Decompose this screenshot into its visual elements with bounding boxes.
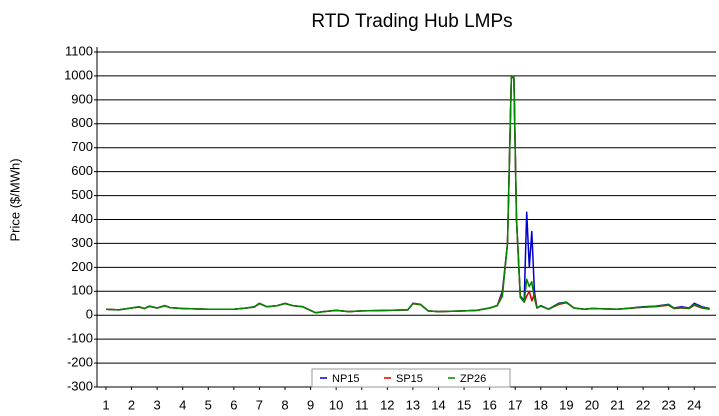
series-line (105, 75, 710, 314)
y-tick-label: 200 (71, 259, 93, 274)
y-tick-label: 900 (71, 91, 93, 106)
x-tick-label: 4 (179, 397, 186, 412)
y-tick-label: 600 (71, 163, 93, 178)
x-tick-label: 19 (559, 397, 573, 412)
y-tick-label: 1000 (64, 67, 93, 82)
legend-label: ZP26 (460, 373, 486, 385)
x-tick-label: 24 (687, 397, 701, 412)
y-tick-label: 0 (86, 307, 93, 322)
x-tick-label: 10 (329, 397, 343, 412)
x-tick-label: 16 (482, 397, 496, 412)
y-tick-label: 500 (71, 187, 93, 202)
x-tick-label: 6 (230, 397, 237, 412)
y-tick-label: 800 (71, 115, 93, 130)
x-tick-label: 22 (636, 397, 650, 412)
y-tick-label: 700 (71, 139, 93, 154)
x-tick-label: 8 (281, 397, 288, 412)
y-tick-label: -200 (67, 355, 93, 370)
series-line (105, 75, 710, 314)
x-tick-label: 23 (661, 397, 675, 412)
y-tick-label: 100 (71, 283, 93, 298)
x-tick-label: 11 (355, 397, 369, 412)
x-tick-label: 3 (153, 397, 160, 412)
x-tick-label: 14 (431, 397, 445, 412)
x-tick-label: 7 (256, 397, 263, 412)
x-tick-label: 9 (307, 397, 314, 412)
legend-label: NP15 (332, 373, 360, 385)
y-tick-label: -300 (67, 378, 93, 393)
x-tick-label: 15 (457, 397, 471, 412)
x-tick-label: 1 (102, 397, 109, 412)
y-tick-label: -100 (67, 331, 93, 346)
x-tick-label: 21 (610, 397, 624, 412)
x-tick-label: 17 (508, 397, 522, 412)
chart-title: RTD Trading Hub LMPs (311, 11, 512, 32)
legend-box (311, 368, 511, 388)
y-tick-label: 1100 (65, 43, 93, 58)
y-axis-label: Price ($/MWh) (7, 158, 22, 241)
x-tick-label: 13 (406, 397, 420, 412)
legend-label: SP15 (396, 373, 423, 385)
x-tick-label: 5 (205, 397, 212, 412)
x-tick-label: 20 (585, 397, 599, 412)
x-tick-label: 18 (534, 397, 548, 412)
x-tick-label: 12 (380, 397, 394, 412)
y-tick-label: 300 (71, 235, 93, 250)
y-tick-label: 400 (71, 211, 93, 226)
series-line (105, 75, 710, 314)
x-tick-label: 2 (128, 397, 135, 412)
